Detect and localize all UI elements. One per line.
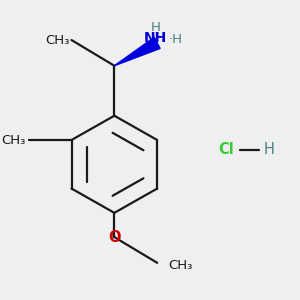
- Text: CH₃: CH₃: [46, 34, 70, 46]
- Text: H: H: [151, 21, 161, 34]
- Text: O: O: [108, 230, 121, 244]
- Text: NH: NH: [144, 31, 167, 45]
- Text: ·H: ·H: [169, 33, 183, 46]
- Text: CH₃: CH₃: [2, 134, 26, 146]
- Polygon shape: [114, 38, 160, 66]
- Text: CH₃: CH₃: [169, 259, 193, 272]
- Text: Cl: Cl: [218, 142, 234, 158]
- Text: H: H: [263, 142, 274, 158]
